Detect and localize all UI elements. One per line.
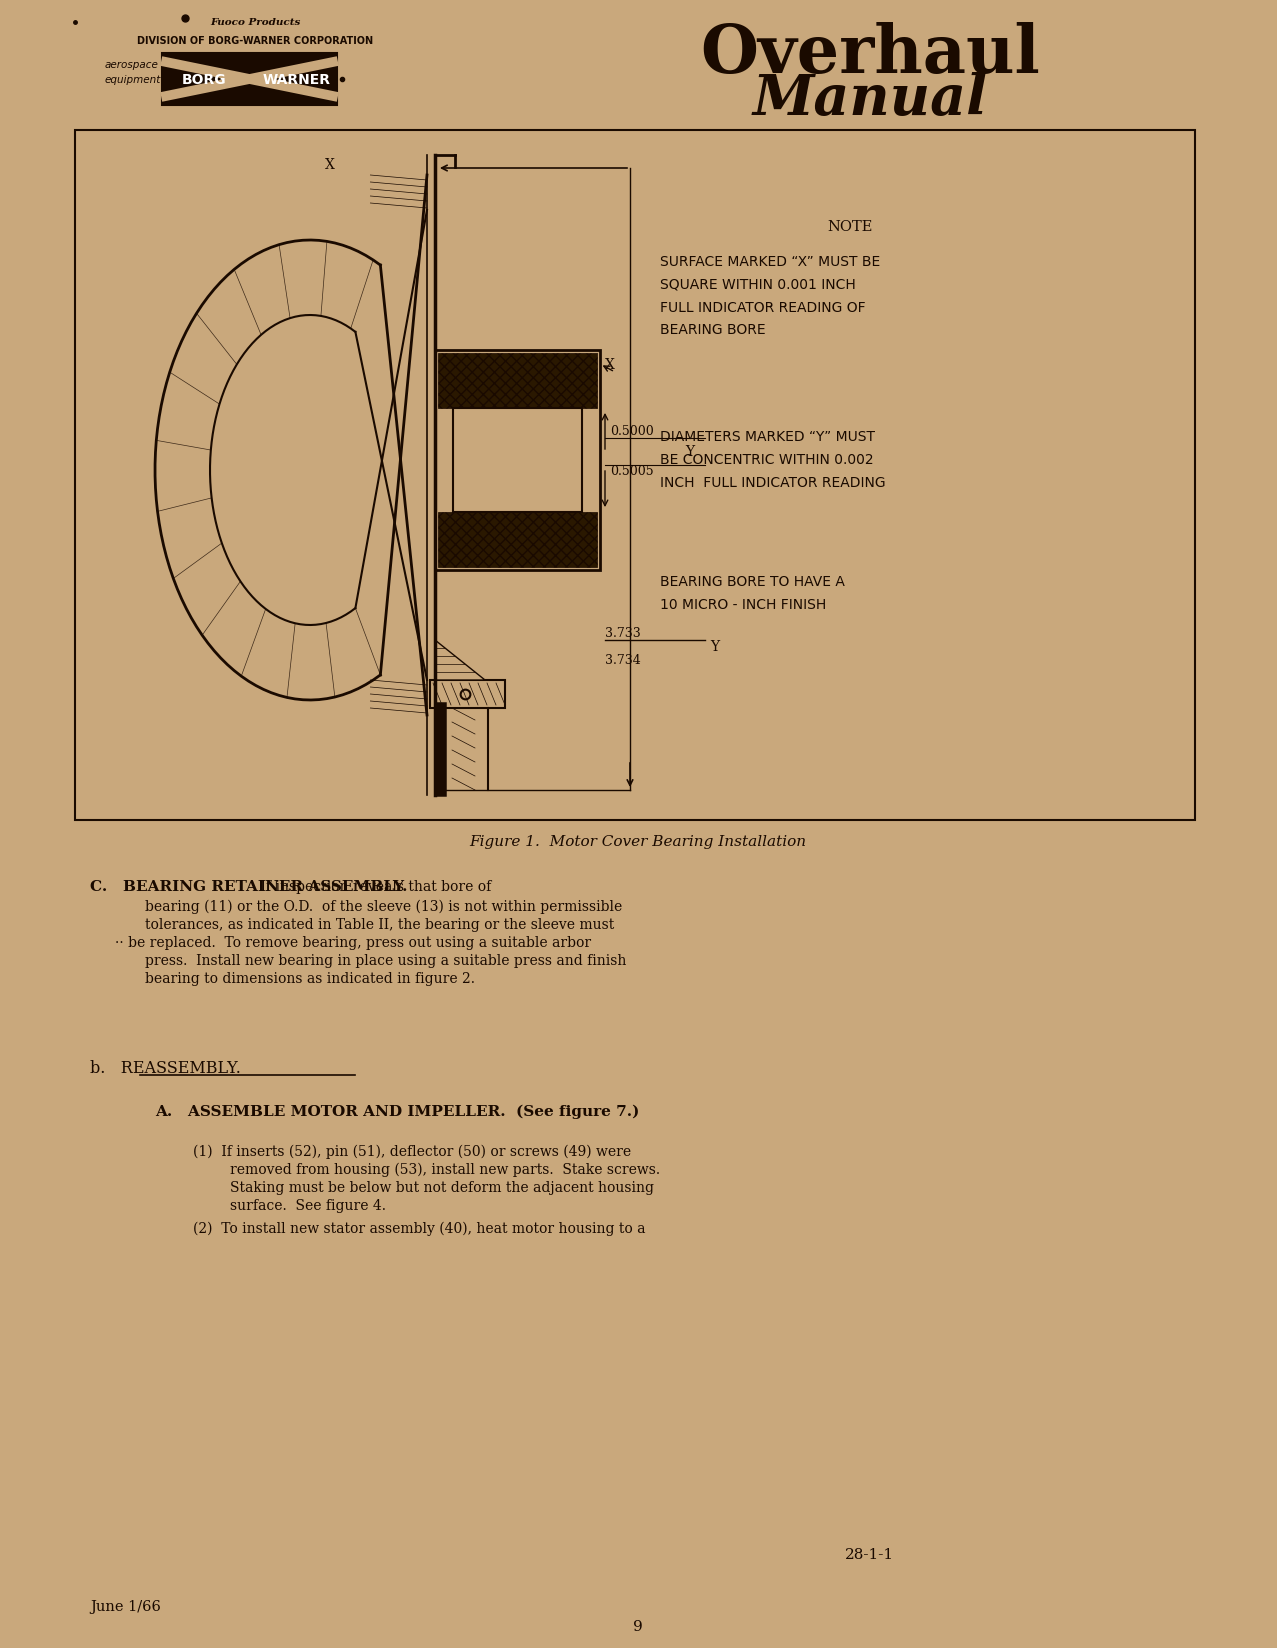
Text: WARNER: WARNER [263,73,331,87]
Text: (2)  To install new stator assembly (40), heat motor housing to a: (2) To install new stator assembly (40),… [193,1223,645,1236]
Text: NOTE: NOTE [827,219,872,234]
Text: removed from housing (53), install new parts.  Stake screws.: removed from housing (53), install new p… [230,1163,660,1177]
Text: tolerances, as indicated in Table II, the bearing or the sleeve must: tolerances, as indicated in Table II, th… [146,918,614,933]
Text: Y: Y [684,445,695,460]
Text: (1)  If inserts (52), pin (51), deflector (50) or screws (49) were: (1) If inserts (52), pin (51), deflector… [193,1145,631,1160]
Text: X: X [326,158,335,171]
Text: BORG: BORG [181,73,226,87]
Text: If inspection reveals that bore of: If inspection reveals that bore of [89,880,492,893]
Text: DIVISION OF BORG-WARNER CORPORATION: DIVISION OF BORG-WARNER CORPORATION [137,36,373,46]
Text: SURFACE MARKED “X” MUST BE
SQUARE WITHIN 0.001 INCH
FULL INDICATOR READING OF
BE: SURFACE MARKED “X” MUST BE SQUARE WITHIN… [660,255,880,338]
Text: June 1/66: June 1/66 [89,1600,161,1613]
Text: Overhaul: Overhaul [700,21,1039,87]
Text: 0.5000: 0.5000 [610,425,654,438]
Bar [430,681,504,709]
Text: DIAMETERS MARKED “Y” MUST
BE CONCENTRIC WITHIN 0.002
INCH  FULL INDICATOR READIN: DIAMETERS MARKED “Y” MUST BE CONCENTRIC … [660,430,886,489]
Text: 0.5005: 0.5005 [610,465,654,478]
Bar [435,349,600,570]
Bar [438,353,598,409]
Text: Figure 1.  Motor Cover Bearing Installation: Figure 1. Motor Cover Bearing Installati… [470,836,807,849]
Text: 3.733: 3.733 [605,626,641,639]
Text: 3.734: 3.734 [605,654,641,667]
Bar [438,513,598,567]
Text: Fuoco Products: Fuoco Products [209,18,300,26]
Text: equipment: equipment [105,76,161,86]
Text: 28-1-1: 28-1-1 [845,1547,895,1562]
Text: ·· be replaced.  To remove bearing, press out using a suitable arbor: ·· be replaced. To remove bearing, press… [115,936,591,949]
Polygon shape [435,639,485,681]
Bar [453,409,582,513]
Bar [162,53,337,105]
Bar [162,53,337,63]
Text: aerospace: aerospace [105,59,158,69]
Text: C.   BEARING RETAINER ASSEMBLY.: C. BEARING RETAINER ASSEMBLY. [89,880,407,893]
Text: bearing to dimensions as indicated in figure 2.: bearing to dimensions as indicated in fi… [146,972,475,986]
Text: bearing (11) or the O.D.  of the sleeve (13) is not within permissible: bearing (11) or the O.D. of the sleeve (… [146,900,622,915]
Text: Y: Y [710,639,719,654]
Text: A.   ASSEMBLE MOTOR AND IMPELLER.  (See figure 7.): A. ASSEMBLE MOTOR AND IMPELLER. (See fig… [155,1106,640,1119]
Text: Staking must be below but not deform the adjacent housing: Staking must be below but not deform the… [230,1182,654,1195]
Text: X: X [605,358,614,372]
Bar [162,53,337,105]
Bar [75,130,1195,821]
Text: 9: 9 [633,1620,642,1635]
Text: BEARING BORE TO HAVE A
10 MICRO - INCH FINISH: BEARING BORE TO HAVE A 10 MICRO - INCH F… [660,575,845,611]
Text: Manual: Manual [752,73,987,127]
Text: b.   REASSEMBLY.: b. REASSEMBLY. [89,1060,241,1078]
Bar [162,96,337,105]
Text: press.  Install new bearing in place using a suitable press and finish: press. Install new bearing in place usin… [146,954,627,967]
Text: surface.  See figure 4.: surface. See figure 4. [230,1200,386,1213]
